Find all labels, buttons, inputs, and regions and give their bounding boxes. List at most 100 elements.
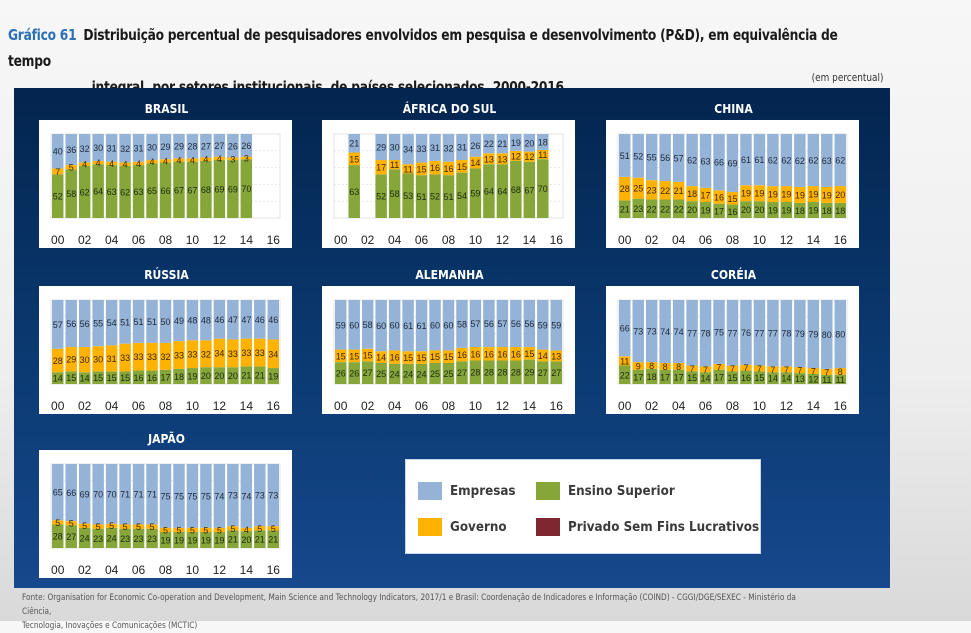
data-label: 4 <box>203 155 208 165</box>
bar-segment-governo <box>52 168 64 175</box>
bar-segment-empresas <box>821 134 833 187</box>
data-label: 7 <box>797 366 802 376</box>
bar-segment-empresas <box>442 134 455 162</box>
data-label: 70 <box>241 184 251 194</box>
data-label: 3 <box>244 153 249 163</box>
x-tick-label: 02 <box>361 399 375 413</box>
bar-segment-empresas <box>159 464 172 528</box>
bar-segment-governo <box>821 368 833 375</box>
x-tick-label: 10 <box>753 399 767 413</box>
data-label: 67 <box>187 185 197 195</box>
data-label: 5 <box>257 524 262 534</box>
data-label: 68 <box>511 185 521 195</box>
bar-segment-ensino-superior <box>92 528 104 548</box>
data-label: 11 <box>822 375 831 385</box>
bar-segment-governo <box>753 365 766 372</box>
data-label: 11 <box>538 150 547 160</box>
bar-segment-ensino-superior <box>632 198 644 218</box>
bar-segment-empresas <box>173 464 185 528</box>
data-label: 70 <box>538 184 548 194</box>
bar-segment-governo <box>740 185 752 202</box>
data-label: 77 <box>768 329 778 339</box>
legend-label: Empresas <box>450 483 516 499</box>
bar-segment-empresas <box>780 300 793 367</box>
data-label: 31 <box>107 143 117 153</box>
bar-segment-empresas <box>267 300 279 340</box>
data-label: 7 <box>717 362 722 372</box>
bar-segment-empresas <box>186 134 199 159</box>
bar-segment-empresas <box>146 134 158 161</box>
bar-segment-ensino-superior <box>753 201 766 218</box>
data-label: 5 <box>123 522 128 532</box>
data-label: 33 <box>174 351 184 361</box>
data-label: 15 <box>403 353 413 363</box>
data-label: 29 <box>376 143 386 153</box>
bar-segment-governo <box>780 186 793 203</box>
data-label: 5 <box>217 525 222 535</box>
bar-segment-governo <box>794 186 806 203</box>
data-label: 20 <box>835 190 845 200</box>
data-label: 19 <box>781 190 791 200</box>
bar-segment-empresas <box>159 134 172 160</box>
bar-segment-ensino-superior <box>632 369 644 384</box>
data-label: 25 <box>430 369 440 379</box>
bar-segment-ensino-superior <box>807 202 820 218</box>
data-label: 51 <box>147 317 157 327</box>
bar-segment-ensino-superior <box>254 530 266 548</box>
chart-brasil: BRASIL 52 7 40 58 5 36 62 4 32 64 4 30 63 4 31 62 4 32 63 4… <box>39 100 294 248</box>
bar-segment-ensino-superior <box>807 373 820 384</box>
data-label: 14 <box>781 374 791 384</box>
data-label: 54 <box>107 318 117 328</box>
data-label: 27 <box>538 368 548 378</box>
x-tick-label: 00 <box>618 399 632 413</box>
data-label: 16 <box>443 164 453 174</box>
bar-segment-ensino-superior <box>227 530 239 548</box>
bar-segment-governo <box>146 524 158 529</box>
x-tick-label: 10 <box>186 563 200 577</box>
data-label: 27 <box>551 368 561 378</box>
data-label: 31 <box>134 143 144 153</box>
bar-segment-governo <box>159 342 172 370</box>
data-label: 21 <box>620 205 630 215</box>
bar-segment-empresas <box>726 134 739 192</box>
bar-segment-ensino-superior <box>119 165 131 218</box>
x-tick-label: 10 <box>753 233 767 247</box>
data-label: 4 <box>190 156 195 166</box>
data-label: 34 <box>403 145 413 155</box>
data-label: 56 <box>511 319 521 329</box>
data-label: 28 <box>53 532 63 542</box>
bar-segment-ensino-superior <box>523 161 536 218</box>
bar-segment-ensino-superior <box>173 532 185 548</box>
x-tick-label: 10 <box>469 233 483 247</box>
bar-segment-empresas <box>699 300 712 367</box>
bar-segment-ensino-superior <box>510 360 522 384</box>
bar-segment-ensino-superior <box>267 530 279 548</box>
bar-segment-governo <box>240 527 253 532</box>
bar-segment-governo <box>402 164 414 174</box>
bar-segment-empresas <box>92 134 104 161</box>
bar-segment-governo <box>429 350 441 363</box>
bar-segment-empresas <box>227 300 239 340</box>
bar-segment-governo <box>65 347 77 372</box>
data-label: 50 <box>160 317 170 327</box>
bar-segment-empresas <box>632 300 644 363</box>
bar-segment-governo <box>200 340 212 368</box>
data-label: 64 <box>497 187 507 197</box>
data-label: 62 <box>687 156 697 166</box>
bar-segment-governo <box>146 160 158 164</box>
data-label: 14 <box>53 374 63 384</box>
data-label: 80 <box>835 330 845 340</box>
data-label: 24 <box>417 369 427 379</box>
data-label: 25 <box>633 184 643 194</box>
data-label: 4 <box>109 159 114 169</box>
data-label: 15 <box>443 352 453 362</box>
data-label: 17 <box>376 163 386 173</box>
legend-swatch <box>418 518 442 536</box>
bar-segment-ensino-superior <box>132 165 145 218</box>
x-tick-label: 12 <box>496 399 510 413</box>
x-tick-label: 00 <box>51 399 65 413</box>
bar-segment-ensino-superior <box>645 199 658 218</box>
data-label: 73 <box>255 491 265 501</box>
data-label: 4 <box>163 156 168 166</box>
bar-segment-empresas <box>361 300 374 349</box>
